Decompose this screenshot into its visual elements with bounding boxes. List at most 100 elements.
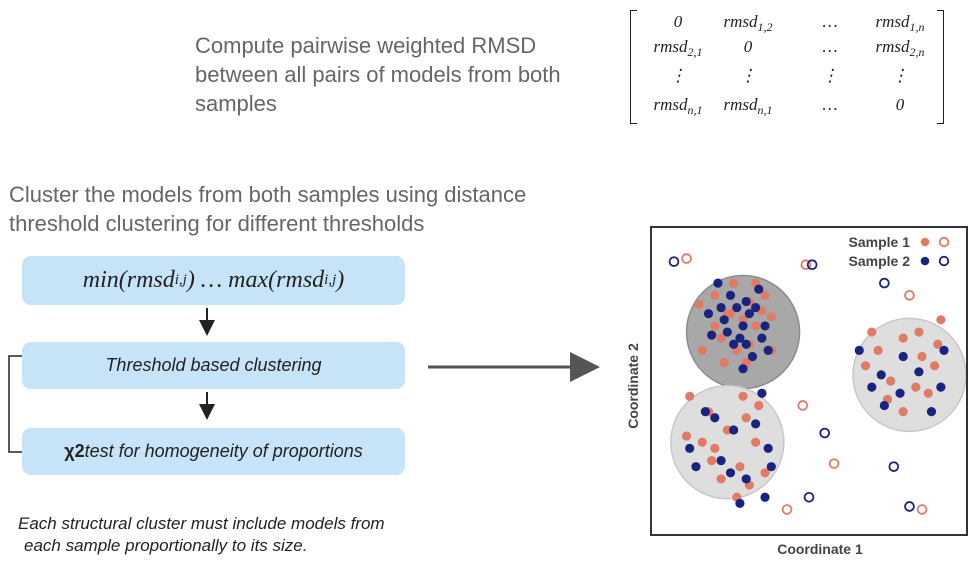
- scatter-point: [729, 425, 739, 435]
- scatter-point: [722, 327, 732, 337]
- scatter-point-outlier: [806, 259, 818, 271]
- scatter-point: [760, 492, 770, 502]
- matrix-cell: 0: [673, 12, 683, 31]
- note-line2: each sample proportionally to its size.: [24, 536, 308, 555]
- scatter-point: [681, 431, 692, 441]
- matrix-cell: rmsdn,1: [723, 95, 773, 117]
- scatter-point-outlier: [819, 427, 831, 439]
- scatter-svg: Sample 1 Sample 2: [668, 234, 967, 515]
- matrix-cell: ⋮: [739, 66, 757, 85]
- scatter-point: [735, 333, 745, 343]
- scatter-point: [697, 345, 707, 355]
- scatter-point: [741, 296, 751, 307]
- scatter-point: [936, 382, 946, 392]
- range-mid-text: ) … max(rmsd: [186, 267, 325, 293]
- scatter-point: [898, 351, 908, 362]
- step2-text: Cluster the models from both samples usi…: [9, 182, 527, 236]
- scatter-point: [854, 345, 864, 355]
- scatter-point: [741, 339, 751, 349]
- scatter-point: [763, 443, 773, 453]
- scatter-point: [713, 278, 723, 288]
- scatter-point: [917, 351, 927, 362]
- scatter-point: [703, 309, 714, 319]
- scatter-point: [936, 315, 946, 325]
- scatter-point-outlier: [803, 491, 815, 503]
- scatter-point: [719, 358, 729, 368]
- scatter-point-outlier: [828, 458, 840, 469]
- scatter-point: [716, 333, 726, 343]
- range-sub2: i,j: [324, 272, 337, 288]
- scatter-point: [691, 462, 701, 472]
- scatter-point: [754, 400, 764, 411]
- matrix-right-bracket: [937, 10, 944, 124]
- chi-square-test-box: χ2 test for homogeneity of proportions: [22, 428, 405, 475]
- legend-label: Sample 1: [849, 234, 911, 250]
- scatter-point: [757, 388, 767, 398]
- scatter-point: [760, 321, 770, 331]
- scatter-point: [867, 327, 877, 337]
- scatter-point-outlier: [904, 501, 915, 512]
- scatter-point-outlier: [668, 256, 680, 267]
- scatter-point: [751, 437, 761, 447]
- scatter-point: [741, 413, 751, 423]
- range-end-text: ): [336, 267, 345, 293]
- range-sub1: i,j: [174, 272, 187, 288]
- y-axis-label: Coordinate 2: [625, 343, 641, 429]
- matrix-cell: …: [822, 95, 838, 114]
- clustering-label: Threshold based clustering: [105, 355, 322, 375]
- scatter-point: [939, 345, 949, 355]
- legend-marker-filled: [920, 237, 930, 247]
- matrix-cell: 0: [895, 95, 905, 114]
- scatter-point: [911, 382, 921, 392]
- scatter-point: [710, 443, 720, 453]
- scatter-point: [685, 443, 695, 453]
- scatter-point: [725, 290, 736, 300]
- matrix-cell: rmsdn,1: [653, 95, 703, 117]
- scatter-point: [710, 413, 720, 423]
- legend-marker-filled: [920, 256, 930, 266]
- feedback-loop-line: [8, 355, 22, 453]
- scatter-point: [738, 364, 748, 374]
- scatter-point: [930, 361, 940, 371]
- scatter-point: [879, 400, 889, 411]
- cluster-circle: [670, 384, 785, 500]
- scatter-point: [763, 345, 773, 355]
- scatter-point: [766, 312, 776, 322]
- scatter-point: [754, 284, 764, 294]
- scatter-point: [735, 498, 745, 508]
- matrix-cell: 0: [743, 37, 753, 56]
- scatter-point: [751, 321, 761, 331]
- scatter-point-outlier: [879, 277, 890, 289]
- scatter-point: [766, 462, 776, 472]
- matrix-cell: ⋮: [821, 66, 839, 85]
- scatter-point: [697, 437, 707, 447]
- matrix-cell: rmsd2,1: [653, 37, 703, 59]
- scatter-point-outlier: [797, 400, 809, 411]
- legend-label: Sample 2: [849, 253, 911, 269]
- matrix-cell: …: [822, 12, 838, 31]
- scatter-point: [707, 330, 717, 340]
- scatter-point: [738, 321, 748, 331]
- scatter-point: [735, 462, 745, 472]
- scatter-point: [744, 309, 754, 319]
- scatter-point: [886, 376, 896, 386]
- scatter-point: [876, 370, 886, 380]
- scatter-point: [751, 419, 761, 429]
- chi-symbol: χ2: [64, 441, 85, 461]
- chi-test-label: test for homogeneity of proportions: [84, 441, 363, 461]
- scatter-point: [747, 351, 758, 362]
- scatter-point: [757, 333, 767, 343]
- matrix-cell: ⋮: [891, 66, 909, 85]
- scatter-point: [716, 474, 726, 484]
- scatter-point: [860, 361, 871, 371]
- scatter-point-outlier: [916, 504, 928, 515]
- matrix-cell: …: [822, 37, 838, 56]
- scatter-point: [873, 345, 883, 355]
- scatter-point: [710, 290, 720, 300]
- matrix-cell: rmsd2,n: [875, 37, 925, 59]
- scatter-point-outlier: [904, 290, 915, 301]
- step1-text: Compute pairwise weighted RMSD between a…: [195, 33, 561, 116]
- rmsd-range-box: min(rmsd i,j) … max(rmsd i,j): [22, 256, 405, 305]
- matrix-cell: rmsd1,2: [723, 12, 773, 34]
- legend-marker-hollow: [938, 236, 950, 248]
